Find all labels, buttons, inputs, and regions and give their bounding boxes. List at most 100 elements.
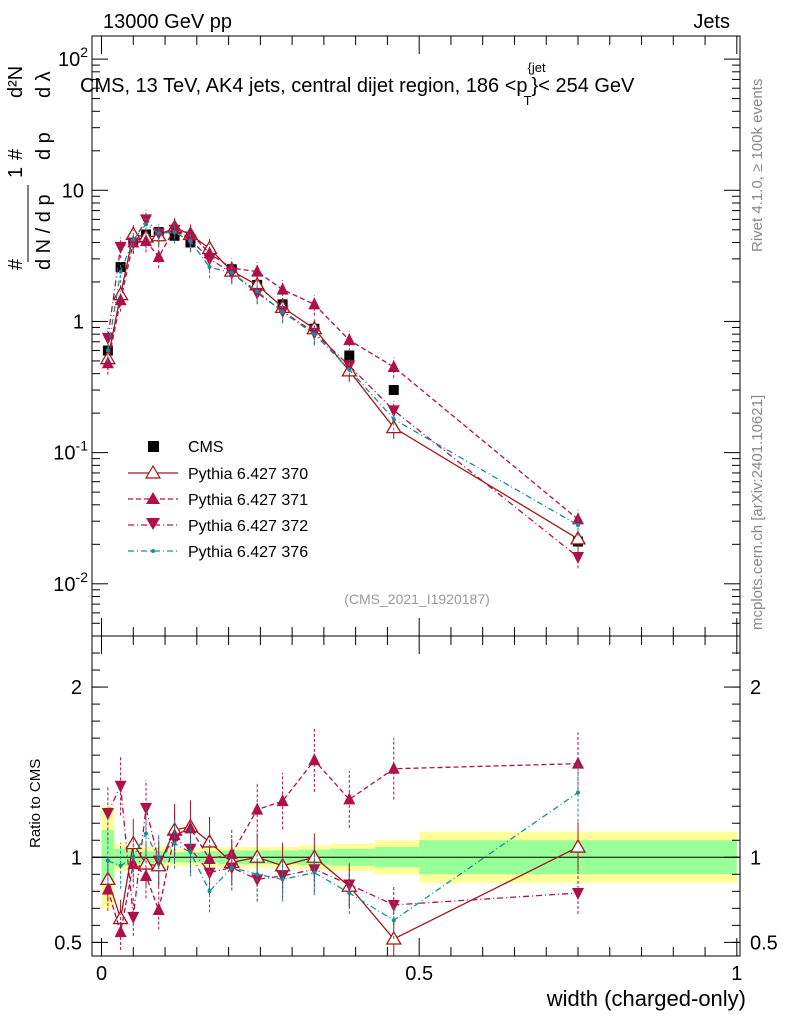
series-line-pythia-6-427-376: [107, 223, 579, 526]
rivet-label: Rivet 4.1.0, ≥ 100k events: [749, 79, 766, 252]
ratio-point-pythia-6-427-376: [207, 889, 212, 894]
ratio-point-pythia-6-427-376: [576, 790, 580, 795]
point-pythia-6-427-376: [188, 239, 193, 244]
ratio-point-pythia-6-427-372: [114, 780, 127, 793]
ylabel-hash-left: #: [5, 258, 27, 270]
point-pythia-6-427-371: [343, 333, 356, 346]
legend-372-marker: [146, 518, 160, 530]
ratio-point-pythia-6-427-376: [188, 850, 193, 855]
plot-title-sup: {jet: [528, 60, 546, 75]
point-pythia-6-427-371: [152, 249, 165, 262]
x-tick-label: 1: [731, 963, 742, 985]
ratio-point-pythia-6-427-372: [276, 871, 289, 883]
ratio-point-pythia-6-427-371: [251, 802, 264, 815]
point-pythia-6-427-370: [385, 419, 402, 434]
ratio-point-pythia-6-427-372: [203, 867, 216, 880]
cms-point: [344, 350, 355, 361]
ratio-line-pythia-6-427-372: [107, 783, 579, 917]
main-ticks: 10-2 10-1 1 10 102 0 0.5 1: [53, 36, 742, 985]
ratio-point-pythia-6-427-376: [105, 858, 110, 863]
ratio-point-pythia-6-427-376: [144, 831, 148, 836]
point-pythia-6-427-371: [101, 356, 114, 369]
legend-372: Pythia 6.427 372: [188, 518, 308, 535]
main-ylabel: # 1 d N / d p # d p d²N d λ: [5, 66, 55, 270]
point-pythia-6-427-376: [144, 222, 148, 227]
series-line-pythia-6-427-370: [107, 226, 579, 540]
ratio-point-pythia-6-427-371: [572, 756, 584, 769]
ylabel-dlambda: d λ: [33, 71, 55, 98]
ratio-ylabel: Ratio to CMS: [27, 759, 44, 848]
point-pythia-6-427-370: [569, 530, 587, 545]
ratio-point-pythia-6-427-371: [140, 869, 152, 881]
analysis-id: (CMS_2021_I1920187): [344, 591, 490, 607]
ratio-point-pythia-6-427-372: [572, 888, 584, 901]
ratio-point-pythia-6-427-376: [391, 918, 396, 923]
main-series: [99, 209, 587, 569]
point-pythia-6-427-376: [255, 289, 260, 294]
ratio-y-tick-label-right: 1: [750, 847, 761, 869]
point-pythia-6-427-376: [105, 348, 110, 353]
y-tick-label: 102: [58, 44, 88, 71]
ratio-point-pythia-6-427-376: [172, 841, 177, 846]
ratio-y-tick-label-right: 2: [750, 677, 761, 699]
ratio-point-pythia-6-427-371: [101, 882, 114, 895]
point-pythia-6-427-372: [572, 552, 584, 565]
series-line-pythia-6-427-372: [107, 218, 579, 558]
ratio-y-tick-label: 1: [71, 847, 82, 869]
header-right-label: Jets: [693, 11, 730, 33]
legend-371-marker: [146, 492, 160, 504]
header-left-label: 13000 GeV pp: [103, 11, 232, 33]
point-pythia-6-427-371: [251, 264, 264, 277]
ratio-point-pythia-6-427-376: [255, 872, 260, 877]
ylabel-dpt: d p: [33, 132, 55, 160]
ratio-point-pythia-6-427-372: [101, 808, 114, 821]
x-axis-label: width (charged-only): [546, 986, 746, 1011]
point-pythia-6-427-376: [229, 270, 234, 275]
y-tick-label: 10-2: [53, 569, 88, 596]
ratio-point-pythia-6-427-376: [229, 865, 234, 870]
mcplots-label: mcplots.cern.ch [arXiv:2401.10621]: [749, 395, 766, 630]
point-pythia-6-427-372: [203, 253, 216, 266]
legend-370: Pythia 6.427 370: [188, 466, 308, 483]
point-pythia-6-427-371: [276, 282, 289, 295]
ylabel-numer: 1: [5, 167, 27, 178]
ratio-point-pythia-6-427-371: [152, 903, 165, 916]
y-tick-label: 10-1: [53, 438, 88, 465]
ylabel-denom: d N / d p: [33, 194, 55, 270]
point-pythia-6-427-372: [387, 405, 400, 418]
y-tick-label: 10: [62, 180, 84, 202]
ratio-point-pythia-6-427-371: [308, 753, 321, 766]
y-tick-label: 1: [73, 311, 84, 333]
ratio-point-pythia-6-427-371: [387, 761, 400, 774]
legend-370-marker: [144, 464, 162, 479]
point-pythia-6-427-376: [347, 367, 352, 372]
ratio-point-pythia-6-427-371: [127, 857, 140, 870]
ratio-y-tick-label: 0.5: [54, 932, 82, 954]
x-tick-label: 0.5: [405, 963, 433, 985]
point-pythia-6-427-372: [114, 241, 127, 254]
ratio-point-pythia-6-427-376: [118, 863, 123, 868]
plot-title: CMS, 13 TeV, AK4 jets, central dijet reg…: [80, 60, 635, 108]
point-pythia-6-427-372: [251, 287, 264, 300]
ratio-point-pythia-6-427-372: [168, 833, 181, 846]
point-pythia-6-427-376: [131, 237, 136, 242]
ratio-point-pythia-6-427-376: [280, 877, 285, 882]
legend-371: Pythia 6.427 371: [188, 492, 308, 509]
ratio-point-pythia-6-427-372: [127, 911, 140, 924]
ratio-point-pythia-6-427-376: [131, 855, 136, 860]
point-pythia-6-427-371: [114, 293, 127, 306]
point-pythia-6-427-371: [140, 234, 152, 247]
ratio-point-pythia-6-427-376: [156, 856, 161, 861]
ylabel-d2n: d²N: [5, 66, 27, 98]
ratio-point-pythia-6-427-370: [569, 838, 587, 853]
plot-title-end: }< 254 GeV: [532, 75, 636, 97]
point-pythia-6-427-376: [391, 417, 396, 422]
ratio-point-pythia-6-427-371: [343, 792, 356, 805]
plot-title-main: CMS, 13 TeV, AK4 jets, central dijet reg…: [80, 75, 528, 97]
point-pythia-6-427-376: [312, 332, 317, 337]
point-pythia-6-427-376: [280, 310, 285, 315]
legend-376-marker: [151, 549, 155, 553]
ratio-frame: [91, 635, 741, 957]
ratio-point-pythia-6-427-376: [312, 870, 317, 875]
